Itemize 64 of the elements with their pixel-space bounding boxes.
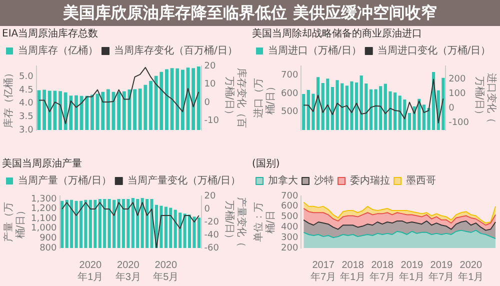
y-tick-label: 200	[280, 243, 298, 254]
legend-label: 委内瑞拉	[350, 174, 390, 187]
y2-tick-label: 0	[448, 104, 455, 114]
y-tick-label: 1,000	[31, 224, 58, 234]
y2-tick-label: 100	[448, 88, 466, 99]
y-tick-label: 1,300	[31, 194, 58, 204]
legend-label: 沙特	[314, 174, 334, 187]
y2-tick-label: 0	[204, 98, 210, 108]
y-tick-label: 600	[280, 88, 298, 99]
chart-title: 美国当周除却战略储备的商业原油进口	[252, 28, 422, 40]
x-tick-label: 2017年7月	[310, 260, 336, 283]
y-tick-label: 4.0	[18, 98, 34, 109]
chart-title: EIA当周原油库存总数	[2, 28, 98, 40]
y-tick-label: 400	[280, 222, 298, 233]
y2-tick-label: -60	[204, 243, 220, 254]
x-tick-label: 2020年5月	[153, 260, 179, 283]
y-tick-label: 900	[40, 234, 58, 244]
y-tick-label: 700	[280, 191, 298, 202]
x-tick-label: 2019年1月	[399, 260, 425, 283]
y-tick-label: 1,200	[31, 204, 58, 214]
x-tick-label: 2019年7月	[428, 260, 454, 283]
y-tick-label: 600	[280, 202, 298, 212]
y-tick-label: 800	[40, 243, 58, 254]
legend-label: 加拿大	[268, 174, 298, 187]
y-axis-title: 库存（亿桶）	[2, 68, 15, 128]
text: 美国库欣原油库存降至临界低位 美供应缓冲空间收窄	[0, 0, 500, 26]
legend-label: 当周产量（万桶/日）	[18, 174, 112, 187]
legend-label: 当周库存变化（百万桶/日）	[114, 44, 238, 57]
x-tick-label: 2018年1月	[340, 260, 366, 283]
chart-title: (国别)	[252, 158, 280, 170]
chart-title: 美国当周原油产量	[2, 158, 82, 170]
y-tick-label: 3.5	[18, 112, 34, 122]
y-tick-label: 300	[280, 232, 298, 243]
y2-tick-label: -100	[448, 118, 470, 128]
x-tick-label: 2020年1月	[458, 260, 484, 283]
y2-tick-label: 20	[204, 61, 216, 72]
y-tick-label: 1,100	[31, 214, 58, 224]
y-tick-label: 4.5	[18, 85, 34, 96]
legend-label: 当周库存（亿桶）	[18, 44, 98, 57]
y2-tick-label: -10	[204, 116, 220, 126]
y-tick-label: 500	[280, 212, 298, 222]
x-tick-label: 2020年1月	[78, 260, 104, 283]
x-tick-label: 2020年3月	[115, 260, 141, 283]
y-tick-label: 700	[280, 70, 298, 80]
y-tick-label: 5.0	[18, 72, 34, 82]
y2-tick-label: 10	[204, 80, 216, 90]
y2-tick-label: -40	[204, 230, 220, 240]
y2-axis-title: 库存变化（百万桶/日）	[223, 68, 248, 128]
y-axis-title: 进口（万桶/日）	[252, 78, 277, 118]
y2-tick-label: 20	[204, 191, 216, 202]
y2-tick-label: 200	[448, 74, 466, 84]
y2-tick-label: 0	[204, 204, 210, 214]
y2-axis-title: 进口变化（万桶/日）	[473, 73, 498, 123]
legend-label: 当周产量变化（万桶/日）	[127, 174, 241, 187]
y-tick-label: 3.0	[18, 125, 34, 136]
y-axis-title: 产量（万桶/日）	[2, 202, 27, 242]
legend-label: 墨西哥	[406, 176, 436, 187]
x-tick-label: 2018年7月	[370, 260, 396, 283]
legend-label: 当周进口（万桶/日）	[268, 44, 362, 57]
y-tick-label: 500	[280, 107, 298, 118]
legend-label: 当周进口变化（万桶/日）	[377, 44, 491, 57]
y-axis-title: 单位：万桶/日	[252, 202, 277, 242]
y2-tick-label: -20	[204, 217, 220, 228]
y2-axis-title: 产量变化（万桶/日）	[223, 197, 248, 247]
